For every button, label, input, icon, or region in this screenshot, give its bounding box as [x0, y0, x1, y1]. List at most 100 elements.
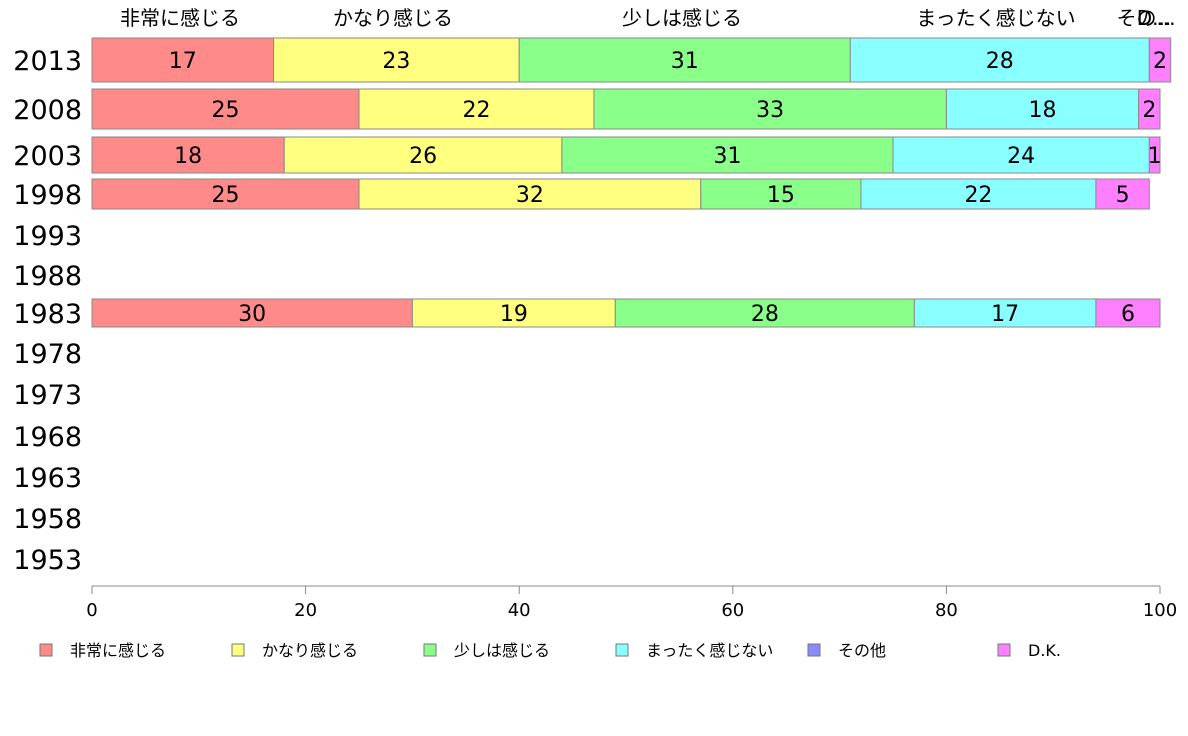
- year-label: 1958: [13, 504, 82, 535]
- x-tick-label: 0: [86, 600, 97, 621]
- data-label: 31: [713, 144, 741, 169]
- x-axis: 0 20 40 60 80 100: [86, 585, 1177, 621]
- bars: 17 23 31 28 225 22 33 18 218 26 31 24 125 32 15 22 530 19…: [91, 37, 1172, 328]
- bar-segment: [91, 298, 413, 328]
- x-tick-label: 20: [294, 600, 317, 621]
- segment-header-label: まったく感じない: [916, 6, 1075, 30]
- bar-segment: [860, 178, 1097, 210]
- data-label: 6: [1121, 302, 1135, 327]
- data-label: 19: [500, 302, 528, 327]
- data-label: 24: [1007, 144, 1035, 169]
- legend-label: 少しは感じる: [454, 641, 550, 660]
- bar-row-2013: 17 23 31 28 2: [91, 37, 1172, 83]
- bar-segment: [518, 37, 851, 83]
- bar-segment: [593, 88, 947, 130]
- year-label: 1968: [13, 422, 82, 453]
- segment-header-label: D...: [1137, 6, 1171, 30]
- legend-label: まったく感じない: [646, 641, 773, 660]
- bar-segment: [849, 37, 1150, 83]
- bar-segment: [1148, 37, 1172, 83]
- data-label: 2: [1142, 98, 1156, 123]
- data-label: 28: [751, 302, 779, 327]
- year-label: 1953: [13, 545, 82, 576]
- year-label: 2013: [13, 46, 82, 77]
- bar-segment: [561, 136, 894, 174]
- data-label: 18: [174, 144, 202, 169]
- x-tick-label: 80: [935, 600, 958, 621]
- year-label: 1988: [13, 261, 82, 292]
- bar-segment: [91, 178, 360, 210]
- data-label: 22: [462, 98, 490, 123]
- bar-segment: [283, 136, 563, 174]
- data-label: 22: [964, 183, 992, 208]
- bar-segment: [273, 37, 520, 83]
- data-label: 23: [382, 49, 410, 74]
- legend-item: その他: [807, 641, 886, 660]
- legend-label: その他: [838, 641, 886, 660]
- top-labels: 非常に感じる かなり感じる 少しは感じる まったく感じない その...D...: [120, 6, 1176, 30]
- bar-segment: [1095, 298, 1161, 328]
- legend-label: かなり感じる: [262, 641, 358, 660]
- data-label: 25: [212, 98, 240, 123]
- bar-segment: [358, 88, 595, 130]
- data-label: 31: [671, 49, 699, 74]
- legend-item: 非常に感じる: [39, 641, 166, 660]
- legend-swatch: [807, 643, 821, 657]
- legend-item: D.K.: [997, 641, 1061, 660]
- bar-row-2008: 25 22 33 18 2: [91, 88, 1161, 130]
- legend-item: かなり感じる: [231, 641, 358, 660]
- legend-item: まったく感じない: [615, 641, 773, 660]
- legend-label: 非常に感じる: [70, 641, 166, 660]
- bar-segment: [91, 136, 285, 174]
- data-label: 25: [212, 183, 240, 208]
- data-label: 1: [1148, 144, 1162, 169]
- bar-row-2003: 18 26 31 24 1: [91, 136, 1162, 174]
- bar-segment: [411, 298, 616, 328]
- year-label: 1978: [13, 339, 82, 370]
- bar-segment: [91, 88, 360, 130]
- legend-swatch: [423, 643, 437, 657]
- x-tick-label: 100: [1143, 600, 1177, 621]
- data-label: 30: [238, 302, 266, 327]
- bar-segment: [1095, 178, 1150, 210]
- segment-header-label: 少しは感じる: [622, 6, 742, 30]
- bar-segment: [614, 298, 915, 328]
- x-tick-label: 40: [508, 600, 531, 621]
- data-label: 15: [767, 183, 795, 208]
- bar-segment: [945, 88, 1140, 130]
- legend-swatch: [615, 643, 629, 657]
- bar-segment: [91, 37, 275, 83]
- year-label: 1963: [13, 463, 82, 494]
- data-label: 32: [516, 183, 544, 208]
- data-label: 17: [169, 49, 197, 74]
- year-label: 1993: [13, 221, 82, 252]
- segment-header-label: その...: [1116, 6, 1175, 30]
- year-label: 1998: [13, 180, 82, 211]
- bar-segment: [358, 178, 702, 210]
- bar-segment: [700, 178, 862, 210]
- legend: 非常に感じる かなり感じる 少しは感じる まったく感じない その他 D.K.: [39, 641, 1061, 660]
- bar-row-1983: 30 19 28 17 6: [91, 298, 1161, 328]
- data-label: 18: [1029, 98, 1057, 123]
- year-label: 2008: [13, 95, 82, 126]
- data-label: 33: [756, 98, 784, 123]
- bar-row-1998: 25 32 15 22 5: [91, 178, 1150, 210]
- year-axis-labels: 2013 2008 2003 1998 1993 1988 1983 1978 1973 1968…: [13, 46, 82, 576]
- segment-header-label: 非常に感じる: [120, 6, 240, 30]
- segment-header-label: かなり感じる: [333, 6, 453, 30]
- data-label: 17: [991, 302, 1019, 327]
- bar-segment: [1148, 136, 1161, 174]
- year-label: 1973: [13, 380, 82, 411]
- year-label: 1983: [13, 299, 82, 330]
- year-label: 2003: [13, 141, 82, 172]
- bar-segment: [1138, 88, 1161, 130]
- legend-item: 少しは感じる: [423, 641, 550, 660]
- legend-swatch: [997, 643, 1011, 657]
- data-label: 28: [986, 49, 1014, 74]
- legend-label: D.K.: [1028, 641, 1061, 660]
- data-label: 26: [409, 144, 437, 169]
- legend-swatch: [39, 643, 53, 657]
- data-label: 5: [1116, 183, 1130, 208]
- data-label: 2: [1153, 49, 1167, 74]
